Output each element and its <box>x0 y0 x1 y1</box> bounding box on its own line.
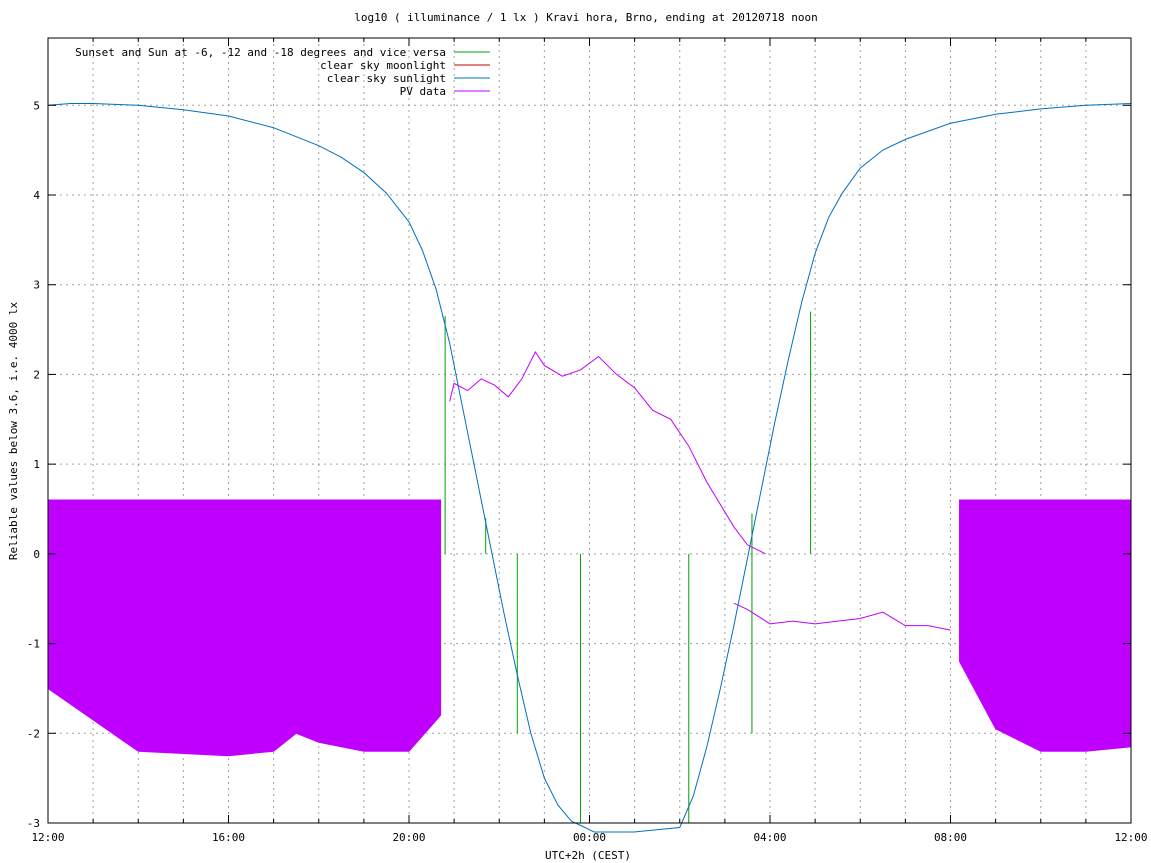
pv-envelope-block <box>959 499 1132 752</box>
pv-envelope <box>47 499 1132 757</box>
x-tick-label: 00:00 <box>573 831 606 844</box>
series-line <box>449 351 766 555</box>
series-group <box>47 102 1132 833</box>
x-tick-label: 12:00 <box>31 831 64 844</box>
y-tick-label: -1 <box>27 638 40 651</box>
y-tick-label: -2 <box>27 727 40 740</box>
legend-label: PV data <box>400 85 446 98</box>
x-tick-label: 12:00 <box>1114 831 1147 844</box>
x-tick-label: 08:00 <box>934 831 967 844</box>
y-axis-label: Reliable values below 3.6, i.e. 4000 lx <box>7 301 20 560</box>
pv-envelope-block <box>47 499 442 757</box>
y-tick-label: -3 <box>27 817 40 830</box>
y-tick-labels: -3 -2 -1 0 1 2 3 4 5 <box>27 99 1131 830</box>
x-tick-label: 16:00 <box>212 831 245 844</box>
y-tick-label: 4 <box>33 189 40 202</box>
y-tick-label: 2 <box>33 368 40 381</box>
chart-title: log10 ( illuminance / 1 lx ) Kravi hora,… <box>354 11 818 24</box>
y-tick-label: 1 <box>33 458 40 471</box>
y-tick-label: 3 <box>33 279 40 292</box>
legend-label: clear sky sunlight <box>327 72 446 85</box>
y-tick-label: 0 <box>33 548 40 561</box>
legend-label: Sunset and Sun at -6, -12 and -18 degree… <box>75 46 446 59</box>
series-line <box>47 102 1132 833</box>
x-axis-label: UTC+2h (CEST) <box>545 849 631 862</box>
y-tick-label: 5 <box>33 99 40 112</box>
x-tick-label: 20:00 <box>392 831 425 844</box>
x-tick-labels: 12:00 16:00 20:00 00:00 04:00 08:00 12:00 <box>31 38 1148 844</box>
x-tick-label: 04:00 <box>753 831 786 844</box>
legend: Sunset and Sun at -6, -12 and -18 degree… <box>75 46 490 98</box>
series-line-lower <box>733 602 951 631</box>
legend-label: clear sky moonlight <box>320 59 446 72</box>
